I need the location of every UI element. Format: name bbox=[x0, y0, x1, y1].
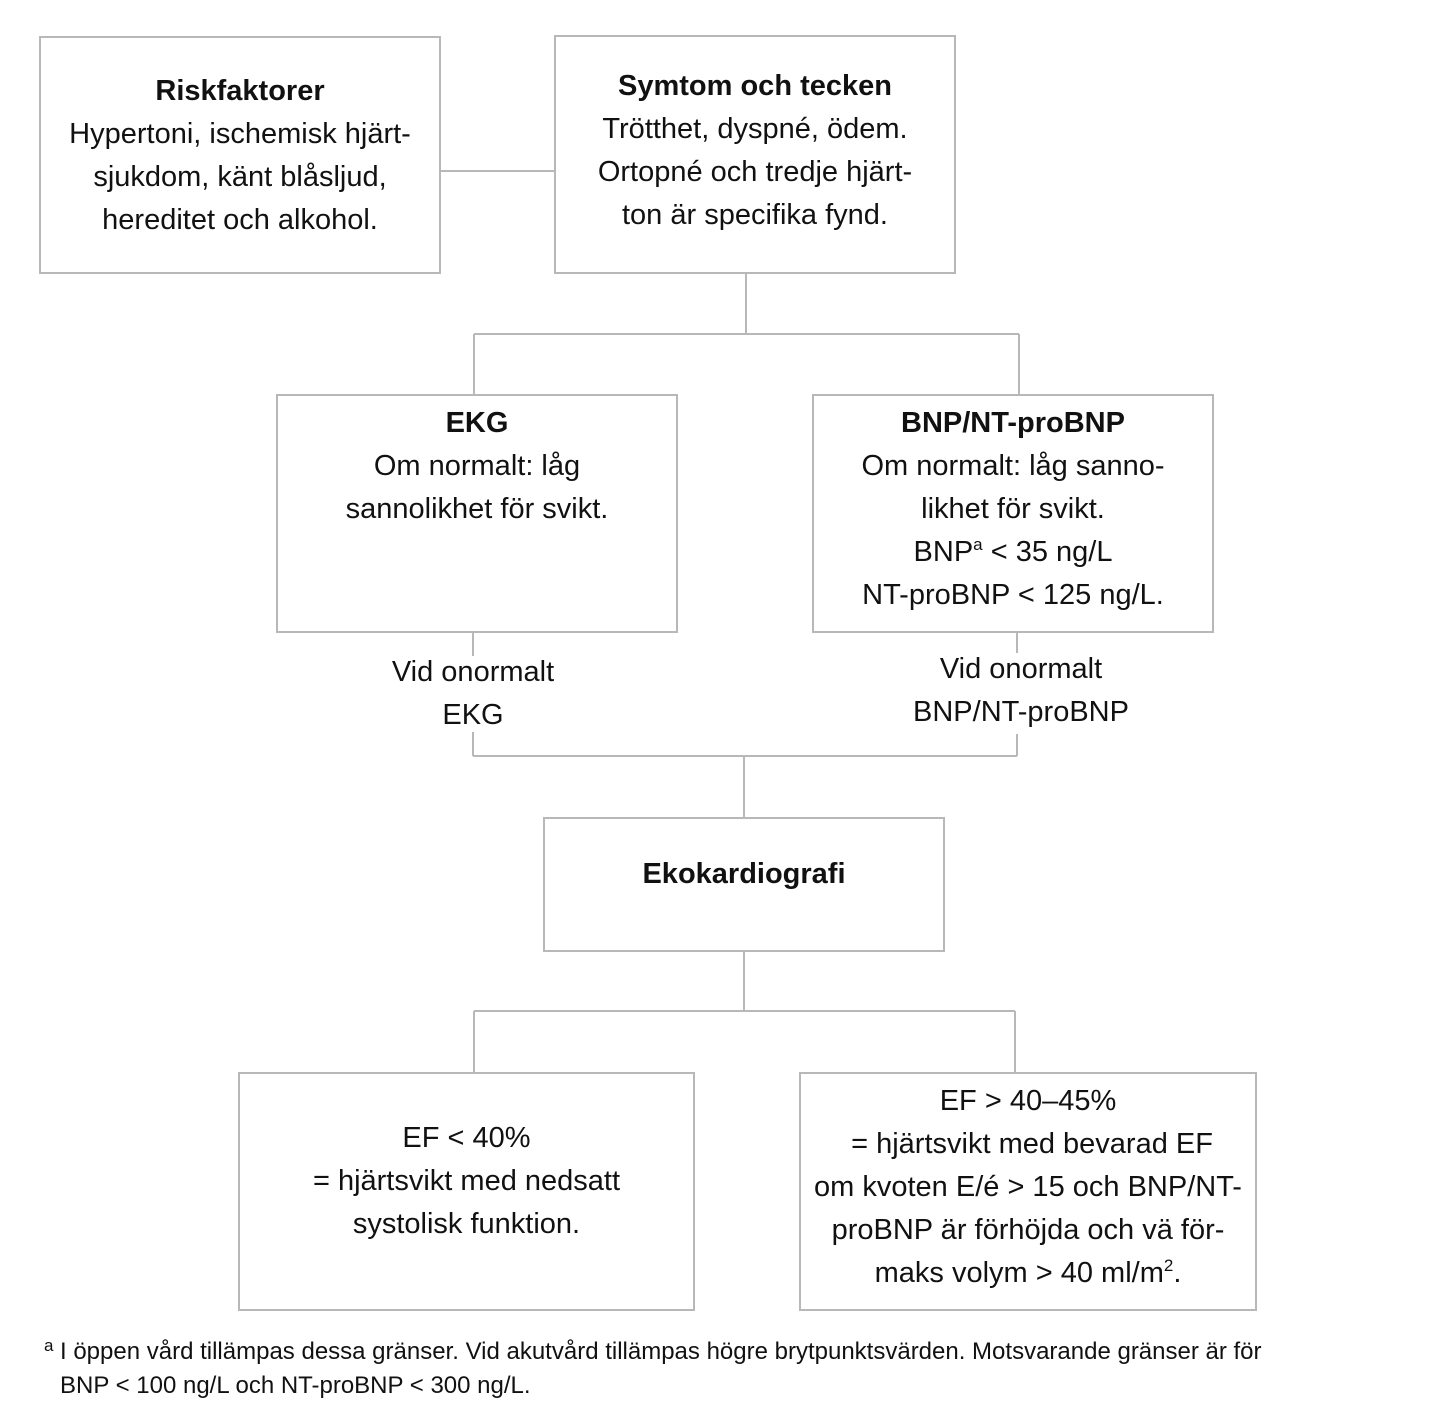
ef-reduced-box: EF < 40% = hjärtsvikt med nedsatt systol… bbox=[238, 1072, 695, 1311]
bnp-line: Om normalt: låg sanno- bbox=[861, 450, 1165, 482]
riskfaktorer-line: sjukdom, känt blåsljud, bbox=[93, 161, 387, 193]
bnp-line: likhet för svikt. bbox=[921, 493, 1105, 525]
ekg-box: EKG Om normalt: låg sannolikhet för svik… bbox=[276, 394, 678, 633]
ef-preserved-box: EF > 40–45% = hjärtsvikt med bevarad EF … bbox=[799, 1072, 1257, 1311]
symtom-box: Symtom och tecken Trötthet, dyspné, ödem… bbox=[554, 35, 956, 274]
ekg-line: Om normalt: låg bbox=[373, 450, 581, 482]
symtom-line: ton är specifika fynd. bbox=[622, 199, 888, 231]
ef-preserved-line: proBNP är förhöjda och vä för- bbox=[831, 1214, 1225, 1246]
footnote-line: BNP < 100 ng/L och NT-proBNP < 300 ng/L. bbox=[60, 1372, 531, 1399]
ekg-abnormal-label: Vid onormalt EKG bbox=[323, 651, 623, 737]
ef-preserved-line: om kvoten E/é > 15 och BNP/NT- bbox=[814, 1171, 1242, 1203]
symtom-line: Trötthet, dyspné, ödem. bbox=[602, 113, 908, 145]
ef-preserved-volume-line: maks volym > 40 ml/m2. bbox=[875, 1252, 1182, 1295]
bnp-abnormal-line: Vid onormalt bbox=[939, 653, 1103, 685]
riskfaktorer-title: Riskfaktorer bbox=[155, 75, 325, 107]
ekg-abnormal-line: EKG bbox=[442, 699, 504, 731]
bnp-threshold-prefix: BNP bbox=[913, 536, 974, 568]
volume-period: . bbox=[1173, 1257, 1182, 1289]
ekokardiografi-box: Ekokardiografi bbox=[543, 817, 945, 952]
ekokardiografi-title: Ekokardiografi bbox=[642, 858, 846, 890]
footnote-marker-ref: a bbox=[973, 535, 983, 554]
ef-preserved-line: = hjärtsvikt med bevarad EF bbox=[843, 1128, 1213, 1160]
ekg-title: EKG bbox=[445, 407, 509, 439]
footnote: a I öppen vård tillämpas dessa gränser. … bbox=[44, 1335, 1434, 1403]
ekg-abnormal-line: Vid onormalt bbox=[391, 656, 555, 688]
ef-reduced-line: EF < 40% bbox=[402, 1122, 531, 1154]
ekg-line: sannolikhet för svikt. bbox=[345, 493, 609, 525]
ef-reduced-line: systolisk funktion. bbox=[352, 1208, 581, 1240]
bnp-abnormal-label: Vid onormalt BNP/NT-proBNP bbox=[861, 648, 1181, 734]
bnp-title: BNP/NT-proBNP bbox=[901, 407, 1125, 439]
ef-preserved-line: EF > 40–45% bbox=[939, 1085, 1117, 1117]
symtom-title: Symtom och tecken bbox=[618, 70, 892, 102]
bnp-box: BNP/NT-proBNP Om normalt: låg sanno- lik… bbox=[812, 394, 1214, 633]
bnp-threshold-value: < 35 ng/L bbox=[982, 536, 1113, 568]
riskfaktorer-line: Hypertoni, ischemisk hjärt- bbox=[69, 118, 411, 150]
footnote-marker: a bbox=[44, 1336, 54, 1355]
bnp-abnormal-line: BNP/NT-proBNP bbox=[913, 696, 1129, 728]
bnp-threshold-line: BNPa < 35 ng/L bbox=[914, 531, 1113, 574]
volume-exponent: 2 bbox=[1163, 1256, 1174, 1275]
riskfaktorer-box: Riskfaktorer Hypertoni, ischemisk hjärt-… bbox=[39, 36, 441, 274]
ntprobnp-threshold-line: NT-proBNP < 125 ng/L. bbox=[862, 579, 1164, 611]
ef-reduced-line: = hjärtsvikt med nedsatt bbox=[312, 1165, 621, 1197]
volume-text: maks volym > 40 ml/m bbox=[874, 1257, 1164, 1289]
footnote-line: I öppen vård tillämpas dessa gränser. Vi… bbox=[60, 1338, 1262, 1365]
symtom-line: Ortopné och tredje hjärt- bbox=[597, 156, 913, 188]
riskfaktorer-line: hereditet och alkohol. bbox=[102, 204, 378, 236]
